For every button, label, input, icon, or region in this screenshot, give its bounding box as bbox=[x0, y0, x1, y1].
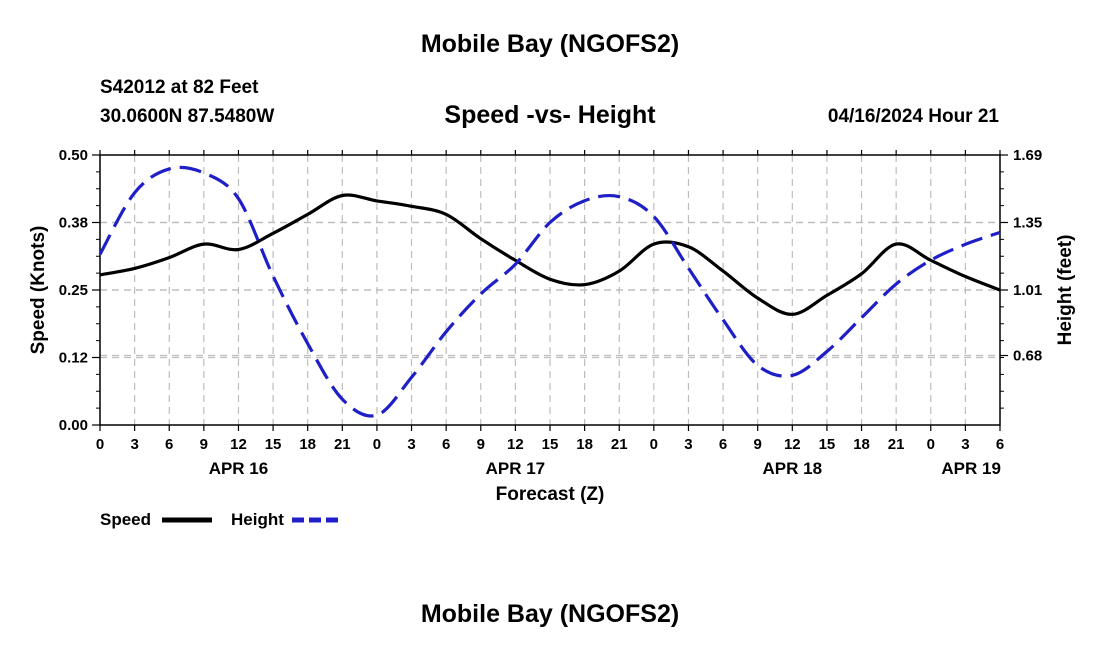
y-axis-left-label: Speed (Knots) bbox=[28, 226, 49, 355]
coordinates-label: 30.0600N 87.5480W bbox=[100, 106, 275, 127]
x-tick-label: 21 bbox=[611, 436, 628, 453]
station-label: S42012 at 82 Feet bbox=[100, 77, 259, 98]
y-tick-label-left: 0.50 bbox=[59, 147, 88, 164]
speed-series-line bbox=[99, 193, 1001, 316]
x-tick-label: 15 bbox=[819, 436, 836, 453]
y-tick-label-right: 0.68 bbox=[1013, 348, 1042, 365]
x-tick-label: 0 bbox=[650, 436, 658, 453]
y-tick-label-right: 1.35 bbox=[1013, 215, 1042, 232]
x-tick-label: 6 bbox=[719, 436, 727, 453]
x-tick-label: 3 bbox=[684, 436, 692, 453]
chart-subtitle: Speed -vs- Height bbox=[444, 101, 656, 129]
x-tick-label: 12 bbox=[230, 436, 247, 453]
x-tick-label: 9 bbox=[477, 436, 485, 453]
y-tick-label-left: 0.00 bbox=[59, 417, 88, 434]
x-tick-label: 12 bbox=[784, 436, 801, 453]
x-tick-label: 18 bbox=[576, 436, 593, 453]
date-label: APR 19 bbox=[941, 459, 1001, 478]
x-tick-label: 21 bbox=[888, 436, 905, 453]
y-tick-label-left: 0.12 bbox=[59, 350, 88, 367]
footer-title: Mobile Bay (NGOFS2) bbox=[420, 600, 680, 628]
x-tick-label: 15 bbox=[265, 436, 282, 453]
x-tick-label: 9 bbox=[754, 436, 762, 453]
x-tick-label: 0 bbox=[373, 436, 381, 453]
x-tick-label: 12 bbox=[507, 436, 524, 453]
height-series-line bbox=[98, 165, 1001, 418]
series-lines bbox=[98, 165, 1001, 418]
x-tick-label: 18 bbox=[853, 436, 870, 453]
y-tick-label-right: 1.69 bbox=[1013, 147, 1042, 164]
legend-height-label: Height bbox=[231, 510, 284, 529]
y-tick-label-left: 0.38 bbox=[59, 215, 88, 232]
x-tick-label: 18 bbox=[299, 436, 316, 453]
x-tick-label: 6 bbox=[442, 436, 450, 453]
date-label: APR 17 bbox=[486, 459, 546, 478]
y-axis-right-label: Height (feet) bbox=[1055, 235, 1076, 346]
forecast-datetime: 04/16/2024 Hour 21 bbox=[827, 106, 999, 127]
x-axis-label: Forecast (Z) bbox=[496, 484, 605, 505]
x-tick-label: 6 bbox=[165, 436, 173, 453]
date-label: APR 18 bbox=[763, 459, 823, 478]
legend-speed-label: Speed bbox=[100, 510, 151, 529]
x-tick-label: 3 bbox=[407, 436, 415, 453]
x-tick-label: 3 bbox=[961, 436, 969, 453]
chart-main-title: Mobile Bay (NGOFS2) bbox=[420, 30, 680, 58]
axis-ticks: 0 3 6 9 12 15 18 21 0 3 6 9 12 15 18 21 0 3 6 9 12 15 18 21 0 3 6 0… bbox=[59, 147, 1042, 478]
x-tick-label: 9 bbox=[200, 436, 208, 453]
legend: Speed Height bbox=[100, 510, 342, 529]
x-tick-label: 15 bbox=[542, 436, 559, 453]
x-tick-label: 3 bbox=[130, 436, 138, 453]
y-tick-label-right: 1.01 bbox=[1013, 282, 1042, 299]
y-tick-label-left: 0.25 bbox=[59, 282, 88, 299]
x-tick-label: 0 bbox=[96, 436, 104, 453]
date-label: APR 16 bbox=[209, 459, 269, 478]
x-tick-label: 21 bbox=[334, 436, 351, 453]
x-tick-label: 0 bbox=[927, 436, 935, 453]
x-tick-label: 6 bbox=[996, 436, 1004, 453]
